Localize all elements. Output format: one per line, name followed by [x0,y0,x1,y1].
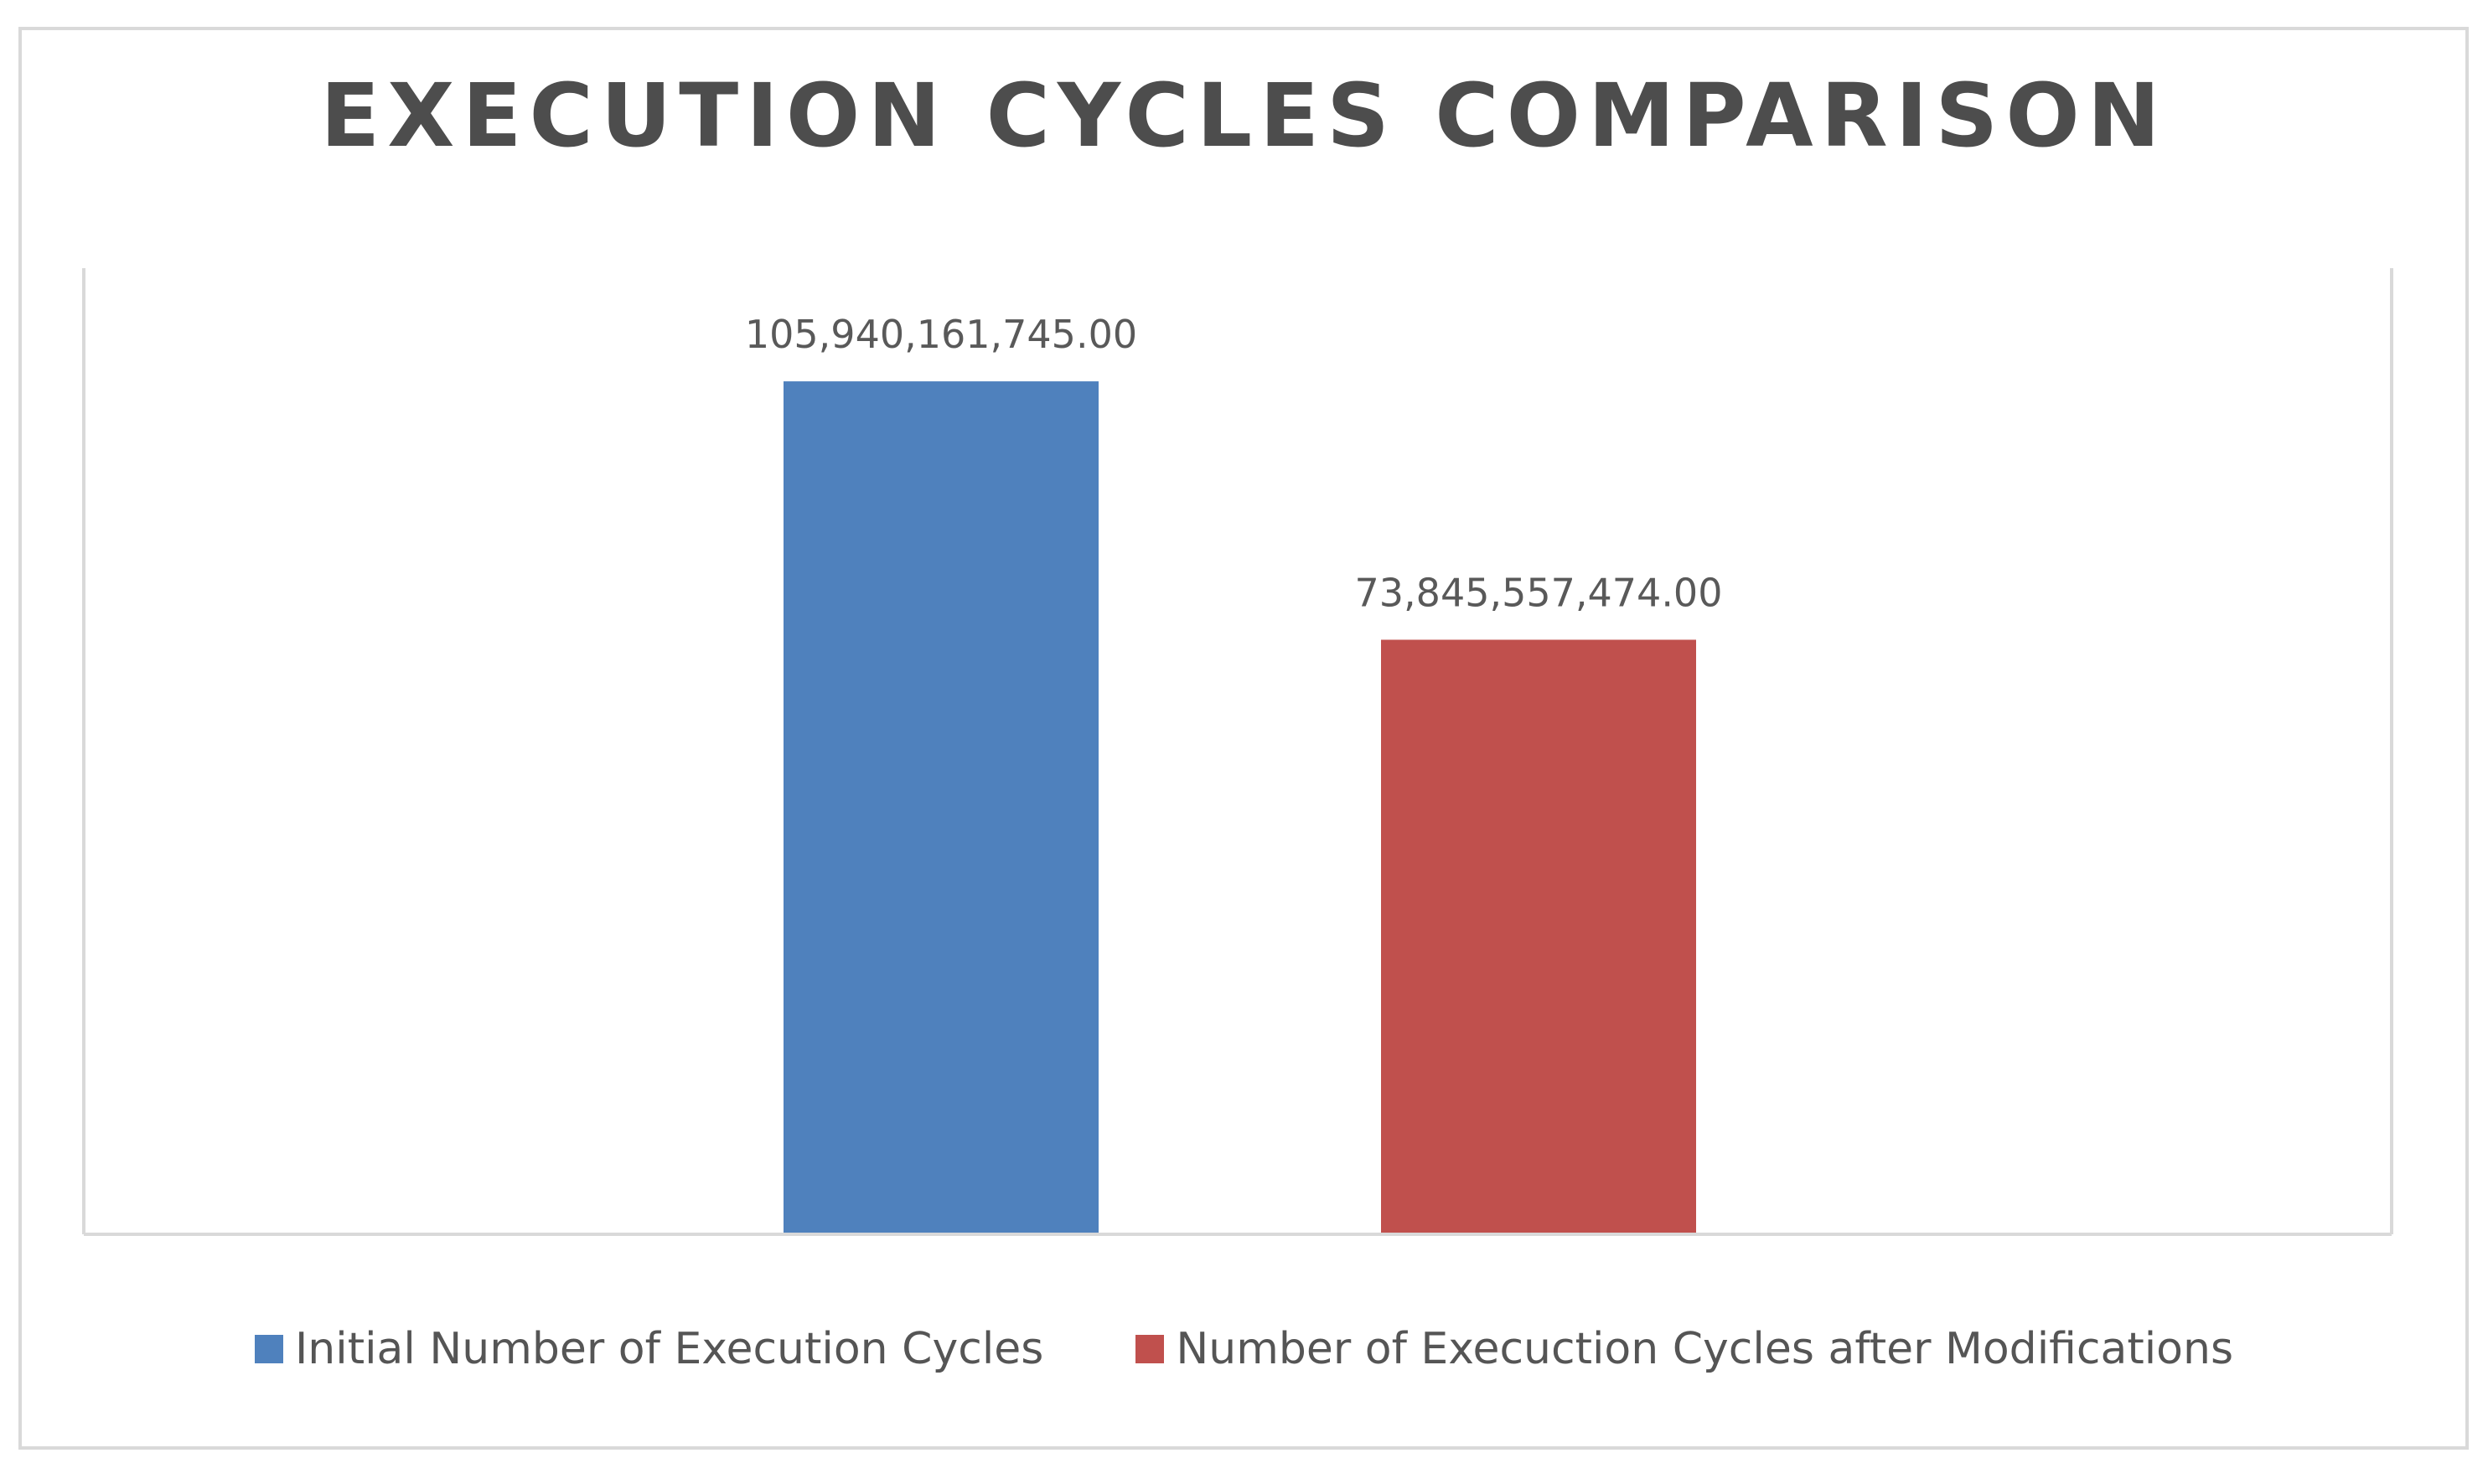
bar-initial [784,381,1099,1234]
bar-modified [1381,639,1696,1234]
data-label-modified: 73,845,557,474.00 [1355,570,1723,615]
chart-legend: Initial Number of Execution Cycles Numbe… [0,1324,2488,1374]
legend-item-initial: Initial Number of Execution Cycles [254,1324,1044,1374]
legend-item-modified: Number of Execuction Cycles after Modifi… [1135,1324,2233,1374]
chart-title: EXECUTION CYCLES COMPARISON [320,65,2168,167]
data-label-initial: 105,940,161,745.00 [745,312,1137,357]
chart-frame [18,27,2469,1450]
legend-label-modified: Number of Execuction Cycles after Modifi… [1176,1324,2234,1374]
legend-label-initial: Initial Number of Execution Cycles [294,1324,1044,1374]
legend-swatch-initial [254,1335,283,1363]
legend-swatch-modified [1135,1335,1165,1363]
